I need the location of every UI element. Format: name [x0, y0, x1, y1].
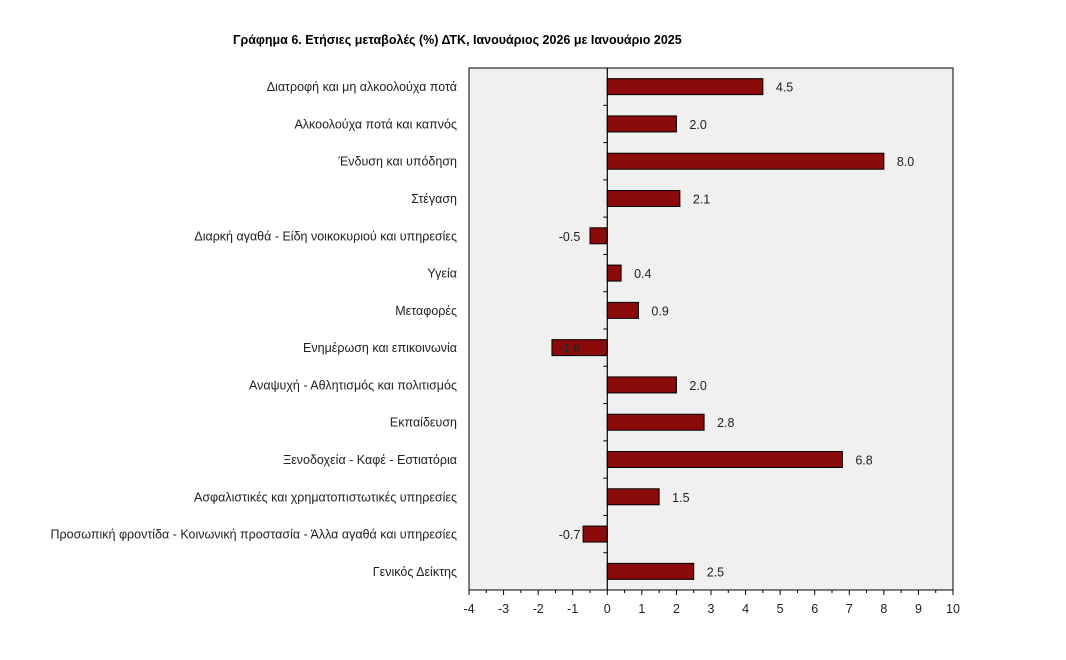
x-tick-label: 9	[915, 602, 922, 616]
category-label: Υγεία	[427, 267, 457, 281]
data-label: 6.8	[855, 454, 872, 468]
data-label: 2.0	[689, 379, 706, 393]
category-label: Ασφαλιστικές και χρηματοπιστωτικές υπηρε…	[194, 490, 457, 504]
category-label: Διατροφή και μη αλκοολούχα ποτά	[267, 80, 457, 94]
data-label: -0.7	[559, 528, 581, 542]
x-tick-label: 8	[880, 602, 887, 616]
bar	[606, 115, 677, 133]
data-label: -1.6	[559, 342, 581, 356]
x-tick-label: 0	[604, 602, 611, 616]
x-tick-label: 3	[708, 602, 715, 616]
data-label: 1.5	[672, 491, 689, 505]
x-tick-label: 10	[946, 602, 960, 616]
category-label: Στέγαση	[411, 192, 457, 206]
x-tick-label: -3	[498, 602, 509, 616]
data-label: -0.5	[559, 230, 581, 244]
plot-area	[468, 67, 954, 591]
x-tick-label: 4	[742, 602, 749, 616]
data-label: 2.1	[693, 193, 710, 207]
category-label: Αλκοολούχα ποτά και καπνός	[294, 117, 457, 131]
category-label: Αναψυχή - Αθλητισμός και πολιτισμός	[249, 378, 457, 392]
data-label: 2.8	[717, 416, 734, 430]
x-tick-label: 2	[673, 602, 680, 616]
bar	[606, 264, 622, 282]
bar	[606, 376, 677, 394]
data-label: 4.5	[776, 81, 793, 95]
category-label: Γενικός Δείκτης	[373, 565, 457, 579]
x-tick-label: -1	[567, 602, 578, 616]
category-label: Ενημέρωση και επικοινωνία	[303, 341, 457, 355]
bar	[606, 451, 843, 468]
category-label: Εκπαίδευση	[390, 416, 457, 430]
x-tick-label: -2	[533, 602, 544, 616]
x-tick-label: 6	[811, 602, 818, 616]
data-label: 0.4	[634, 267, 651, 281]
data-label: 8.0	[897, 155, 914, 169]
category-label: Διαρκή αγαθά - Είδη νοικοκυριού και υπηρ…	[194, 229, 457, 243]
data-label: 0.9	[651, 304, 668, 318]
category-label: Προσωπική φροντίδα - Κοινωνική προστασία…	[50, 528, 457, 542]
bar	[606, 78, 764, 96]
x-tick-label: 1	[638, 602, 645, 616]
data-label: 2.0	[689, 118, 706, 132]
data-label: 2.5	[707, 565, 724, 579]
x-tick-label: 7	[846, 602, 853, 616]
x-tick-label: -4	[463, 602, 474, 616]
bar	[582, 525, 608, 543]
bar	[589, 227, 608, 245]
bar	[606, 488, 660, 506]
category-label: Ένδυση και υπόδηση	[337, 155, 457, 169]
bar	[606, 190, 681, 207]
category-label: Ξενοδοχεία - Καφέ - Εστιατόρια	[283, 453, 457, 467]
bar	[606, 413, 705, 431]
bar	[606, 301, 639, 319]
category-label: Μεταφορές	[395, 304, 457, 318]
bar	[606, 152, 885, 170]
x-tick-label: 5	[777, 602, 784, 616]
bar	[606, 562, 695, 580]
chart-title: Γράφημα 6. Ετήσιες μεταβολές (%) ΔΤΚ, Ια…	[233, 33, 682, 47]
